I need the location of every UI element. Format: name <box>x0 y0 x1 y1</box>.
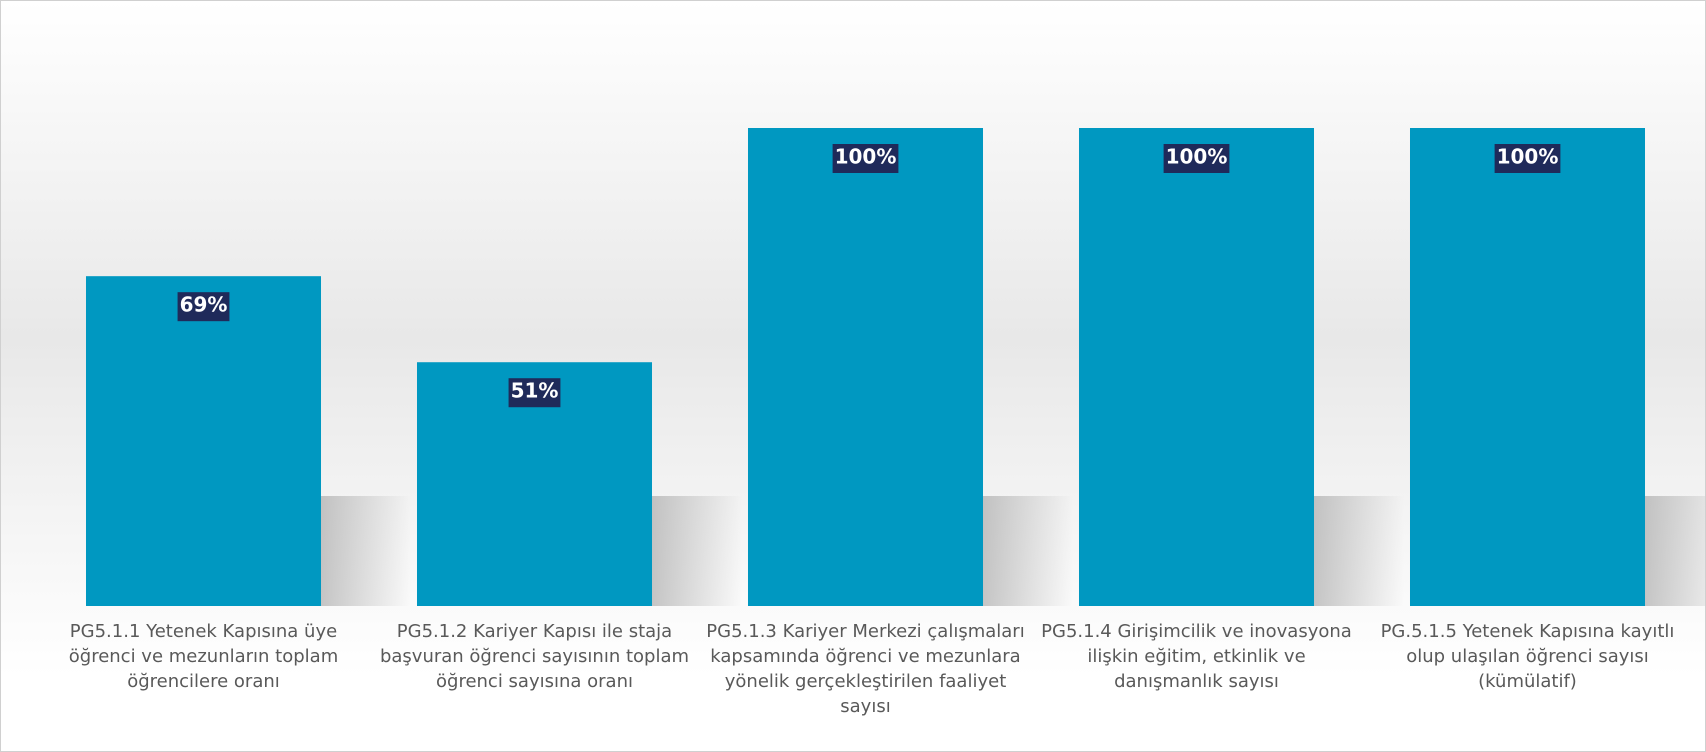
bar <box>1078 128 1315 606</box>
bar-shadow <box>652 496 743 606</box>
x-tick-label: PG5.1.1 Yetenek Kapısına üye öğrenci ve … <box>68 621 339 692</box>
value-label-box <box>1163 144 1230 173</box>
x-tick-label: PG5.1.2 Kariyer Kapısı ile staja başvura… <box>379 621 690 692</box>
bar <box>747 128 984 606</box>
value-label-box <box>1494 144 1561 173</box>
bar <box>1409 128 1646 606</box>
bar-shadow <box>1645 496 1705 606</box>
value-label-box <box>177 292 230 322</box>
bar-shadow <box>1314 496 1405 606</box>
value-label-box <box>508 378 561 408</box>
value-label: 100% <box>1166 145 1228 169</box>
x-tick-label: PG5.1.3 Kariyer Merkezi çalışmaları kaps… <box>706 621 1025 717</box>
value-label-box <box>832 144 899 173</box>
bar <box>85 276 322 606</box>
value-label: 51% <box>511 379 559 403</box>
x-tick-label: PG5.1.4 Girişimcilik ve inovasyona ilişk… <box>1041 621 1352 692</box>
x-tick-label: PG.5.1.5 Yetenek Kapısına kayıtlı olup u… <box>1380 621 1675 692</box>
bar-shadow <box>321 496 412 606</box>
value-label: 100% <box>1497 145 1559 169</box>
bar-shadow <box>983 496 1074 606</box>
value-label: 100% <box>835 145 897 169</box>
value-label: 69% <box>180 293 228 317</box>
